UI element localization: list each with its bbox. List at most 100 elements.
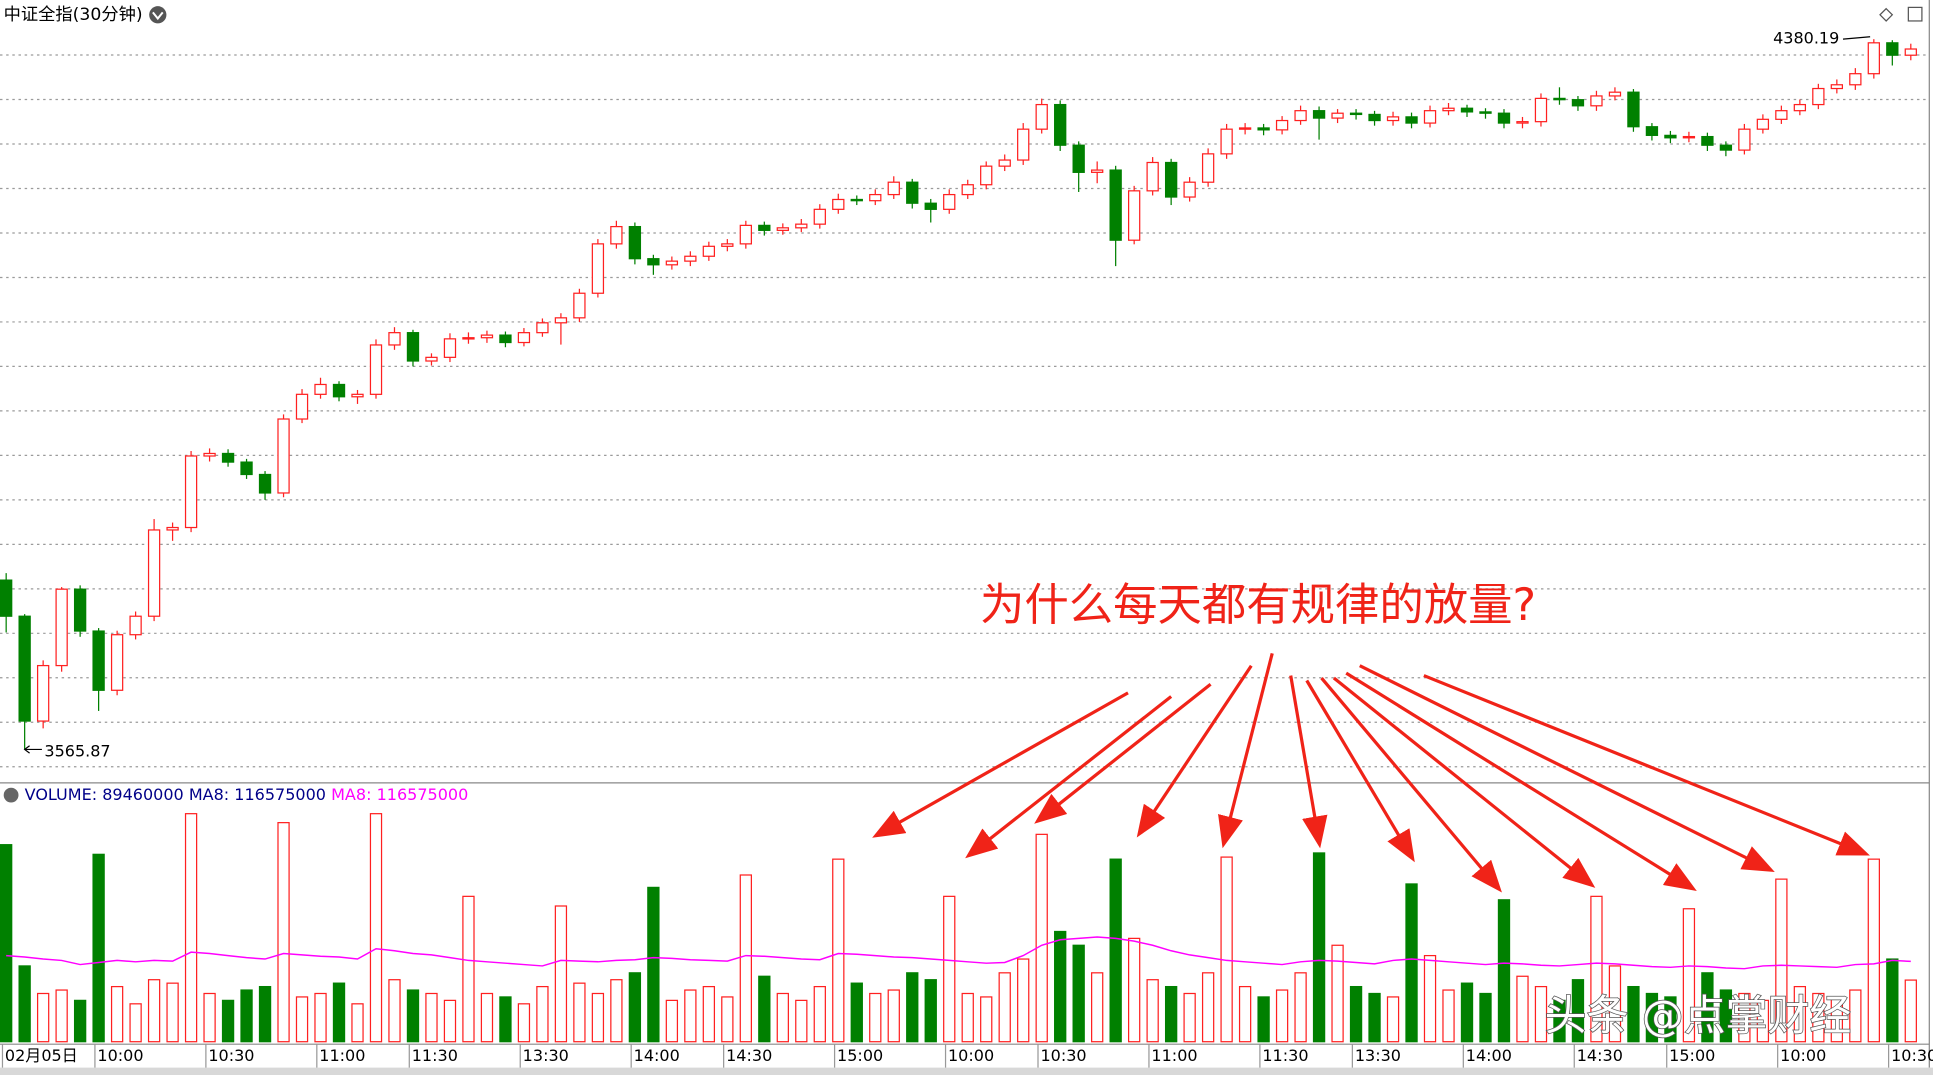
volume-bar xyxy=(1312,852,1326,1043)
volume-bar xyxy=(1201,972,1215,1043)
watermark: 头条 @点掌财经 xyxy=(1545,991,1852,1040)
arrow xyxy=(1345,671,1697,891)
volume-bar xyxy=(721,996,734,1043)
volume-bar xyxy=(73,999,87,1043)
candle-body xyxy=(795,223,808,229)
volume-bar xyxy=(1664,996,1677,1043)
candle-body xyxy=(1886,42,1899,56)
arrow xyxy=(1034,682,1212,824)
candle-body xyxy=(850,198,863,202)
candle-body xyxy=(499,334,512,344)
volume-bar xyxy=(887,989,900,1043)
legend-name: MA8: xyxy=(189,785,229,804)
candle-body xyxy=(1460,107,1474,113)
volume-bar xyxy=(610,979,623,1043)
arrow xyxy=(1359,664,1775,872)
volume-bar xyxy=(480,992,494,1043)
volume-bar xyxy=(591,992,605,1043)
volume-bar xyxy=(1756,999,1770,1043)
candle-body xyxy=(1516,121,1529,124)
volume-bar xyxy=(18,965,31,1043)
candle-body xyxy=(0,579,13,617)
toolbar-icon[interactable] xyxy=(1879,7,1894,22)
volume-bar xyxy=(55,989,68,1043)
volume-bar xyxy=(1183,992,1196,1043)
candle-body xyxy=(1091,169,1104,173)
low-arrow xyxy=(23,745,42,754)
candle-body xyxy=(1608,91,1622,97)
candle-body xyxy=(277,418,290,494)
volume-bar xyxy=(166,982,179,1043)
candle-body xyxy=(1756,118,1770,130)
volume-bar xyxy=(1220,856,1233,1043)
candle-body xyxy=(147,529,161,617)
candle-body xyxy=(573,292,586,319)
candle-body xyxy=(1127,190,1141,241)
candle-body xyxy=(1257,127,1270,131)
volume-bar xyxy=(1072,944,1085,1043)
volume-bar xyxy=(1164,985,1178,1043)
candle-body xyxy=(1312,110,1326,119)
candle-body xyxy=(1220,128,1233,155)
candle-body xyxy=(1183,181,1196,198)
candle-body xyxy=(1349,112,1363,116)
candle-body xyxy=(1072,144,1085,173)
candle-body xyxy=(628,225,642,260)
x-tick-label: 11:30 xyxy=(412,1046,458,1065)
candle-body xyxy=(1590,95,1603,107)
volume-bar xyxy=(628,972,642,1043)
candle-body xyxy=(332,383,346,398)
x-tick-label: 14:30 xyxy=(726,1046,772,1065)
volume-bar xyxy=(1645,992,1659,1043)
volume-bar xyxy=(369,813,383,1043)
x-tick-label: 15:00 xyxy=(837,1046,883,1065)
volume-bar xyxy=(1479,992,1492,1043)
volume-bar xyxy=(1830,996,1844,1043)
volume-bar xyxy=(351,1003,364,1043)
candle-body xyxy=(943,193,956,210)
volume-bar xyxy=(943,895,956,1043)
legend-name: VOLUME: xyxy=(25,785,97,804)
candle-body xyxy=(1553,97,1566,101)
candle-body xyxy=(240,461,253,476)
candle-body xyxy=(813,208,826,225)
legend-name: MA8: xyxy=(331,785,371,804)
x-tick-label: 14:30 xyxy=(1577,1046,1623,1065)
candle-body xyxy=(388,332,401,346)
volume-bar xyxy=(1349,985,1363,1043)
volume-bar xyxy=(258,985,272,1043)
x-tick-label: 10:00 xyxy=(948,1046,994,1065)
candle-body xyxy=(906,181,919,204)
candle-body xyxy=(443,338,457,358)
candle-body xyxy=(1386,116,1400,122)
volume-menu-icon[interactable] xyxy=(3,787,19,803)
x-tick-label: 14:00 xyxy=(634,1046,680,1065)
volume-bar xyxy=(36,992,50,1043)
x-tick-label: 13:30 xyxy=(523,1046,569,1065)
candle-body xyxy=(1109,169,1122,241)
title-menu-chevron xyxy=(152,11,164,21)
candle-body xyxy=(1719,144,1733,151)
candle-body xyxy=(517,332,531,344)
volume-bar xyxy=(869,992,882,1043)
volume-bar xyxy=(1035,833,1048,1043)
volume-bar xyxy=(1238,985,1252,1043)
volume-bar xyxy=(314,992,327,1043)
arrow xyxy=(1332,676,1596,888)
chart-title: 中证全指(30分钟) xyxy=(4,5,143,25)
candle-body xyxy=(1017,128,1030,161)
title-menu-icon[interactable] xyxy=(149,6,167,24)
volume-bar xyxy=(1867,858,1880,1043)
candle-body xyxy=(684,255,697,262)
legend-value: 89460000 xyxy=(102,785,184,804)
candle-body xyxy=(610,225,623,245)
candle-body xyxy=(1275,119,1289,131)
toolbar-icon[interactable] xyxy=(1907,6,1923,22)
volume-bar xyxy=(1442,989,1455,1043)
candle-body xyxy=(1571,99,1585,107)
candle-body xyxy=(1627,91,1640,128)
volume-bar xyxy=(1257,996,1270,1043)
volume-bar xyxy=(92,853,105,1043)
